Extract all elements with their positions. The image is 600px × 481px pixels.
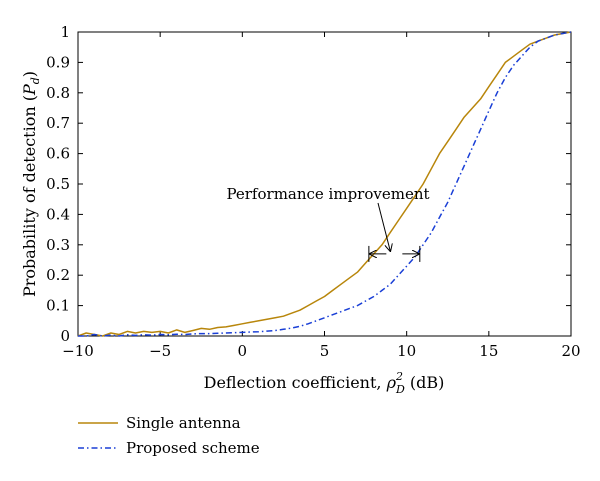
legend: Single antenna Proposed scheme [78,414,260,457]
y-tick-label: 1 [60,23,70,41]
y-tick-label: 0.8 [46,84,70,102]
legend-label-proposed-scheme: Proposed scheme [126,439,260,457]
series-line-proposed-scheme [78,31,572,337]
x-tick-label: −10 [62,342,94,360]
y-tick-label: 0.7 [46,114,70,132]
y-ticks: 0 0.1 0.2 0.3 0.4 0.5 0.6 0.7 0.8 0.9 1 [46,23,571,345]
y-tick-label: 0.6 [46,145,70,163]
y-tick-label: 0.5 [46,175,70,193]
y-tick-label: 0.4 [46,205,70,223]
x-tick-label: 20 [561,342,580,360]
y-tick-label: 0.3 [46,236,70,254]
legend-label-single-antenna: Single antenna [126,414,241,432]
x-tick-label: 0 [238,342,248,360]
annotation-pointer [377,202,390,251]
plot-area-frame [77,31,572,337]
x-tick-label: 10 [397,342,416,360]
y-axis-label: Probability of detection (Pd) [20,71,42,297]
y-tick-label: 0.1 [46,297,70,315]
x-ticks: −10 −5 0 5 10 15 20 [62,32,581,360]
annotation-layer: Performance improvement [226,185,430,262]
x-tick-label: 5 [320,342,330,360]
y-tick-label: 0.2 [46,266,70,284]
x-axis-label: Deflection coefficient, ρ2 D (dB) [204,370,445,396]
annotation-text: Performance improvement [226,185,429,203]
x-tick-label: 15 [479,342,498,360]
y-tick-label: 0 [60,327,70,345]
x-tick-label: −5 [149,342,171,360]
y-tick-label: 0.9 [46,53,70,71]
series-line-single-antenna [77,31,572,337]
series-layer [77,31,572,337]
